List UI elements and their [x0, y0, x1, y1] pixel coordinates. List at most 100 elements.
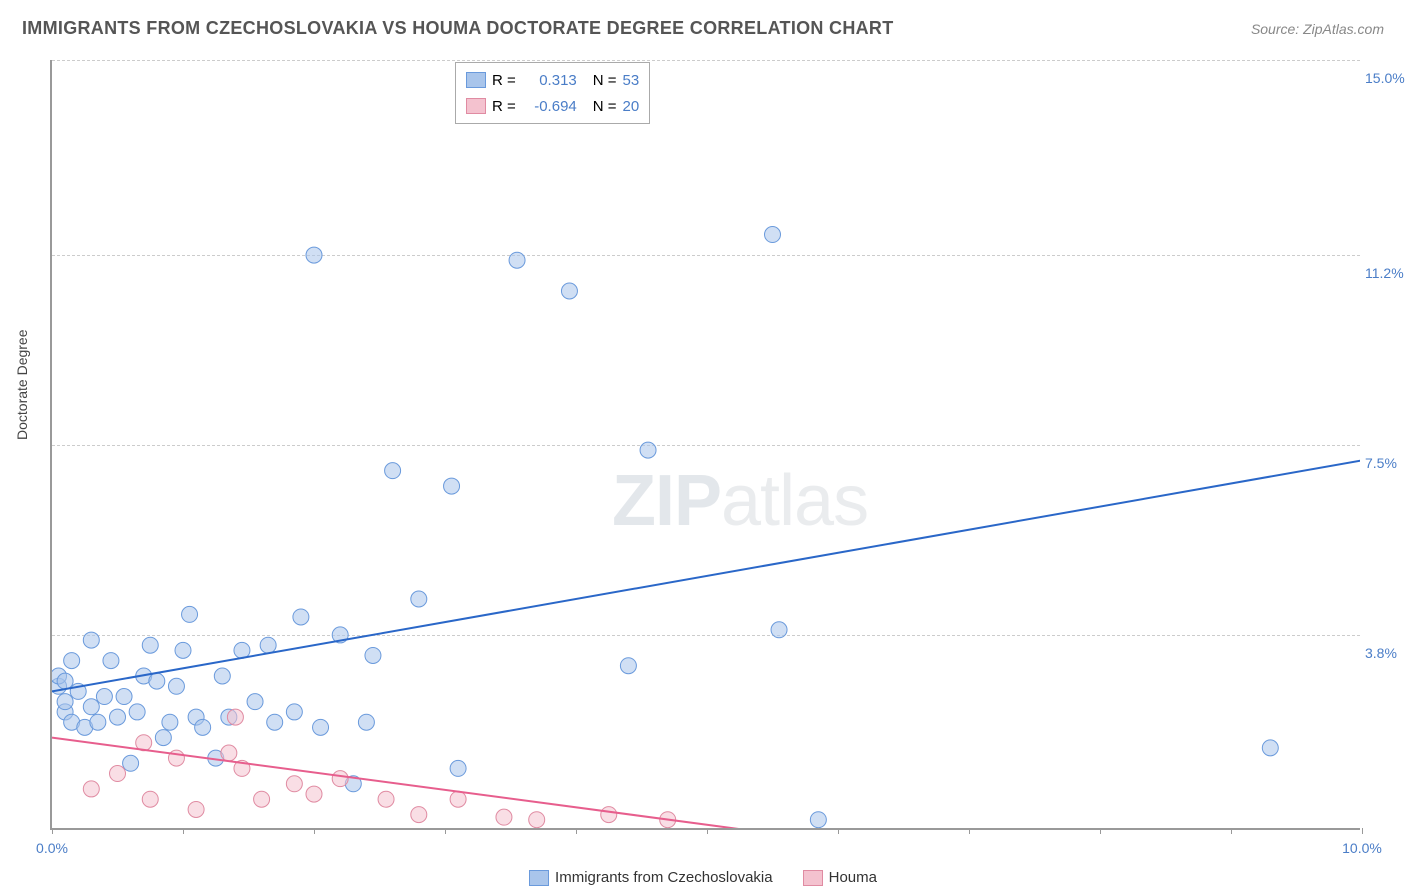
- legend-n-label-czech: N =: [593, 72, 617, 89]
- scatter-point-czech: [267, 714, 283, 730]
- scatter-point-czech: [168, 678, 184, 694]
- scatter-point-houma: [332, 771, 348, 787]
- scatter-point-czech: [96, 689, 112, 705]
- scatter-point-czech: [444, 478, 460, 494]
- legend-row-czech: R = 0.313 N = 53: [466, 67, 639, 93]
- chart-title: IMMIGRANTS FROM CZECHOSLOVAKIA VS HOUMA …: [22, 18, 894, 39]
- scatter-point-czech: [450, 760, 466, 776]
- legend-bottom-item-houma: Houma: [803, 869, 877, 886]
- x-tick: [707, 828, 708, 834]
- legend-n-value-czech: 53: [623, 72, 640, 89]
- scatter-point-houma: [601, 807, 617, 823]
- scatter-point-houma: [529, 812, 545, 828]
- scatter-point-czech: [411, 591, 427, 607]
- legend-bottom-label-czech: Immigrants from Czechoslovakia: [555, 869, 773, 886]
- scatter-point-houma: [221, 745, 237, 761]
- scatter-point-houma: [286, 776, 302, 792]
- y-tick-label: 15.0%: [1365, 70, 1406, 86]
- scatter-point-czech: [293, 609, 309, 625]
- scatter-point-czech: [385, 463, 401, 479]
- scatter-point-czech: [83, 632, 99, 648]
- trend-line-czech: [52, 460, 1360, 691]
- scatter-point-czech: [83, 699, 99, 715]
- legend-n-label-houma: N =: [593, 98, 617, 115]
- scatter-point-czech: [286, 704, 302, 720]
- y-tick-label: 7.5%: [1365, 455, 1406, 471]
- plot-area: ZIPatlas 3.8%7.5%11.2%15.0%0.0%10.0%: [50, 60, 1360, 830]
- scatter-point-houma: [83, 781, 99, 797]
- scatter-point-czech: [149, 673, 165, 689]
- scatter-point-czech: [57, 673, 73, 689]
- scatter-point-czech: [260, 637, 276, 653]
- x-tick: [183, 828, 184, 834]
- scatter-point-houma: [188, 801, 204, 817]
- scatter-point-czech: [123, 755, 139, 771]
- scatter-point-houma: [306, 786, 322, 802]
- scatter-point-czech: [195, 719, 211, 735]
- y-tick-label: 11.2%: [1365, 265, 1406, 281]
- scatter-point-czech: [640, 442, 656, 458]
- x-tick-label: 10.0%: [1342, 840, 1382, 856]
- scatter-point-czech: [358, 714, 374, 730]
- legend-n-value-houma: 20: [623, 98, 640, 115]
- scatter-point-czech: [771, 622, 787, 638]
- scatter-point-czech: [306, 247, 322, 263]
- scatter-point-czech: [1262, 740, 1278, 756]
- scatter-point-czech: [116, 689, 132, 705]
- source-attribution: Source: ZipAtlas.com: [1251, 21, 1384, 37]
- scatter-point-houma: [378, 791, 394, 807]
- legend-r-value-czech: 0.313: [522, 72, 577, 89]
- scatter-point-houma: [450, 791, 466, 807]
- scatter-point-houma: [411, 807, 427, 823]
- scatter-point-czech: [620, 658, 636, 674]
- legend-r-label-czech: R =: [492, 72, 516, 89]
- scatter-point-czech: [765, 227, 781, 243]
- legend-bottom-swatch-houma: [803, 870, 823, 886]
- x-tick: [445, 828, 446, 834]
- x-tick: [838, 828, 839, 834]
- legend-bottom-label-houma: Houma: [829, 869, 877, 886]
- scatter-point-czech: [142, 637, 158, 653]
- scatter-point-czech: [64, 653, 80, 669]
- trend-line-houma: [52, 738, 746, 828]
- scatter-point-houma: [496, 809, 512, 825]
- legend-correlation-box: R = 0.313 N = 53 R = -0.694 N = 20: [455, 62, 650, 124]
- x-tick: [1362, 828, 1363, 834]
- legend-swatch-houma: [466, 98, 486, 114]
- scatter-point-czech: [129, 704, 145, 720]
- scatter-point-czech: [57, 694, 73, 710]
- legend-bottom-item-czech: Immigrants from Czechoslovakia: [529, 869, 773, 886]
- scatter-point-czech: [162, 714, 178, 730]
- y-tick-label: 3.8%: [1365, 645, 1406, 661]
- legend-row-houma: R = -0.694 N = 20: [466, 93, 639, 119]
- x-tick: [52, 828, 53, 834]
- x-tick-label: 0.0%: [36, 840, 68, 856]
- scatter-point-czech: [509, 252, 525, 268]
- scatter-point-czech: [247, 694, 263, 710]
- scatter-point-houma: [254, 791, 270, 807]
- x-tick: [969, 828, 970, 834]
- legend-r-label-houma: R =: [492, 98, 516, 115]
- legend-bottom: Immigrants from Czechoslovakia Houma: [0, 869, 1406, 886]
- title-bar: IMMIGRANTS FROM CZECHOSLOVAKIA VS HOUMA …: [22, 18, 1384, 39]
- chart-svg: [52, 60, 1360, 828]
- legend-bottom-swatch-czech: [529, 870, 549, 886]
- scatter-point-czech: [810, 812, 826, 828]
- scatter-point-czech: [110, 709, 126, 725]
- scatter-point-czech: [214, 668, 230, 684]
- scatter-point-houma: [142, 791, 158, 807]
- scatter-point-czech: [175, 642, 191, 658]
- scatter-point-czech: [365, 647, 381, 663]
- legend-r-value-houma: -0.694: [522, 98, 577, 115]
- x-tick: [314, 828, 315, 834]
- x-tick: [1100, 828, 1101, 834]
- x-tick: [576, 828, 577, 834]
- scatter-point-czech: [90, 714, 106, 730]
- x-tick: [1231, 828, 1232, 834]
- scatter-point-czech: [313, 719, 329, 735]
- scatter-point-houma: [227, 709, 243, 725]
- scatter-point-czech: [182, 606, 198, 622]
- y-axis-label: Doctorate Degree: [14, 329, 30, 440]
- scatter-point-czech: [103, 653, 119, 669]
- legend-swatch-czech: [466, 72, 486, 88]
